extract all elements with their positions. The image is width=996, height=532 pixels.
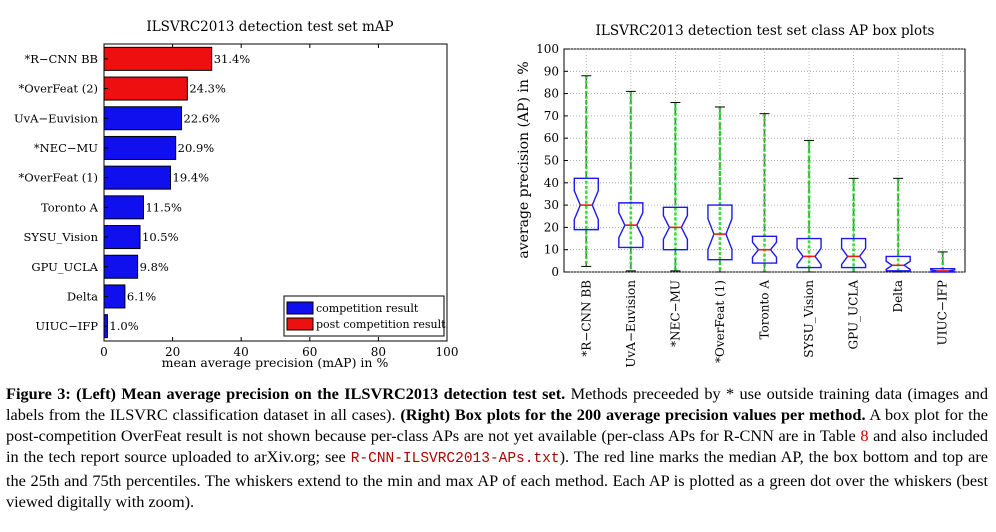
box-2	[662, 206, 689, 251]
bar-value-label: 24.3%	[189, 82, 226, 96]
box-y-tick-label: 0	[551, 265, 559, 279]
bar-value-label: 20.9%	[178, 141, 215, 155]
caption-left-text: Methods preceeded by * use outside train…	[6, 384, 988, 424]
box-1	[618, 202, 644, 249]
bar-value-label: 6.1%	[127, 289, 156, 303]
box-y-tick-label: 80	[544, 87, 559, 101]
figure-charts: ILSVRC2013 detection test set mAP 0 20 40 6…	[14, 19, 966, 370]
legend-label-comp: competition result	[316, 302, 419, 315]
bar-value-label: 9.8%	[140, 260, 169, 274]
bar-6	[103, 225, 141, 250]
bar-chart-plot-area	[103, 43, 448, 342]
box-y-tick-label: 40	[544, 176, 559, 190]
caption-right-text-2: and also included in the tech report sou…	[6, 426, 989, 466]
box-y-tick-label: 50	[544, 154, 559, 168]
caption-file-reference: R-CNN-ILSVRC2013-APs.txt	[350, 451, 560, 467]
caption-right-text-1: A box plot for the post-competition Over…	[6, 405, 989, 445]
bar-chart-x-axis-label: mean average precision (mAP) in %	[162, 355, 389, 370]
box-y-tick-label: 70	[544, 109, 559, 123]
box-4	[751, 235, 778, 264]
box-6	[840, 237, 867, 269]
bar-category-label: *OverFeat (2)	[18, 82, 98, 96]
caption-left-heading: (Left) Mean average precision on the ILS…	[76, 384, 566, 403]
bar-2	[103, 106, 183, 131]
caption-figure-label: Figure 3:	[6, 384, 71, 403]
box-y-tick-label: 30	[544, 198, 559, 212]
bar-x-tick-label: 80	[371, 345, 386, 359]
caption-table-link[interactable]: 8	[860, 426, 869, 445]
bar-category-label: UvA−Euvision	[14, 111, 99, 125]
box-category-label: Delta	[891, 280, 905, 313]
bar-category-label: SYSU_Vision	[24, 230, 99, 244]
box-category-label: UvA−Euvision	[624, 280, 638, 368]
box-y-tick-label: 100	[536, 42, 559, 56]
bar-category-label: *NEC−MU	[34, 141, 98, 155]
bar-value-label: 19.4%	[173, 171, 210, 185]
legend-swatch-post	[286, 317, 314, 331]
bar-1	[103, 76, 188, 101]
box-category-label: UIUC−IFP	[936, 280, 950, 345]
bar-category-label: UIUC−IFP	[35, 319, 98, 333]
box-category-label: SYSU_Vision	[802, 280, 816, 358]
bar-x-tick-label: 40	[234, 345, 249, 359]
ap-box-plot-chart: ILSVRC2013 detection test set class AP b…	[516, 23, 966, 368]
bar-category-label: Delta	[67, 289, 98, 303]
bar-category-label: *OverFeat (1)	[18, 171, 98, 185]
bar-5	[103, 195, 144, 220]
bar-category-label: *R−CNN BB	[24, 52, 98, 66]
box-chart-y-axis-label: average precision (AP) in %	[516, 61, 532, 258]
bar-7	[103, 254, 139, 279]
bar-4	[103, 165, 172, 190]
bar-value-label: 11.5%	[145, 200, 182, 214]
legend-label-post: post competition result	[316, 318, 446, 331]
bar-category-label: Toronto A	[41, 200, 99, 214]
map-bar-chart: ILSVRC2013 detection test set mAP 0 20 40 6…	[14, 19, 458, 370]
bar-value-label: 22.6%	[184, 111, 221, 125]
box-8	[930, 267, 956, 273]
box-y-tick-label: 20	[544, 220, 559, 234]
box-5	[796, 237, 822, 269]
box-category-label: *OverFeat (1)	[713, 280, 727, 363]
box-0	[573, 177, 599, 231]
box-category-label: *NEC−MU	[668, 280, 682, 347]
bar-x-tick-label: 100	[436, 345, 459, 359]
bar-chart-title: ILSVRC2013 detection test set mAP	[146, 19, 393, 35]
bar-value-label: 1.0%	[109, 319, 138, 333]
caption-right-text-3: ). The red line marks the median AP, the…	[6, 447, 988, 511]
bar-value-label: 10.5%	[142, 230, 179, 244]
box-3	[707, 204, 733, 261]
box-y-tick-label: 90	[544, 64, 559, 78]
bar-category-label: GPU_UCLA	[31, 260, 98, 274]
figure-caption: Figure 3: (Left) Mean average precision …	[6, 383, 988, 512]
box-category-label: *R−CNN BB	[579, 280, 593, 357]
bar-3	[103, 135, 177, 160]
legend-swatch-comp	[286, 301, 314, 315]
caption-right-heading: (Right) Box plots for the 200 average pr…	[400, 405, 866, 424]
bar-0	[103, 46, 213, 71]
box-category-label: GPU_UCLA	[847, 280, 861, 350]
bar-x-tick-label: 0	[100, 345, 108, 359]
bar-x-tick-label: 20	[165, 345, 180, 359]
box-chart-title: ILSVRC2013 detection test set class AP b…	[596, 23, 935, 39]
box-category-label: Toronto A	[758, 280, 772, 340]
bar-value-label: 31.4%	[214, 52, 251, 66]
box-y-tick-label: 10	[544, 243, 559, 257]
bar-x-tick-label: 60	[302, 345, 317, 359]
box-y-tick-label: 60	[544, 131, 559, 145]
box-7	[885, 255, 911, 272]
